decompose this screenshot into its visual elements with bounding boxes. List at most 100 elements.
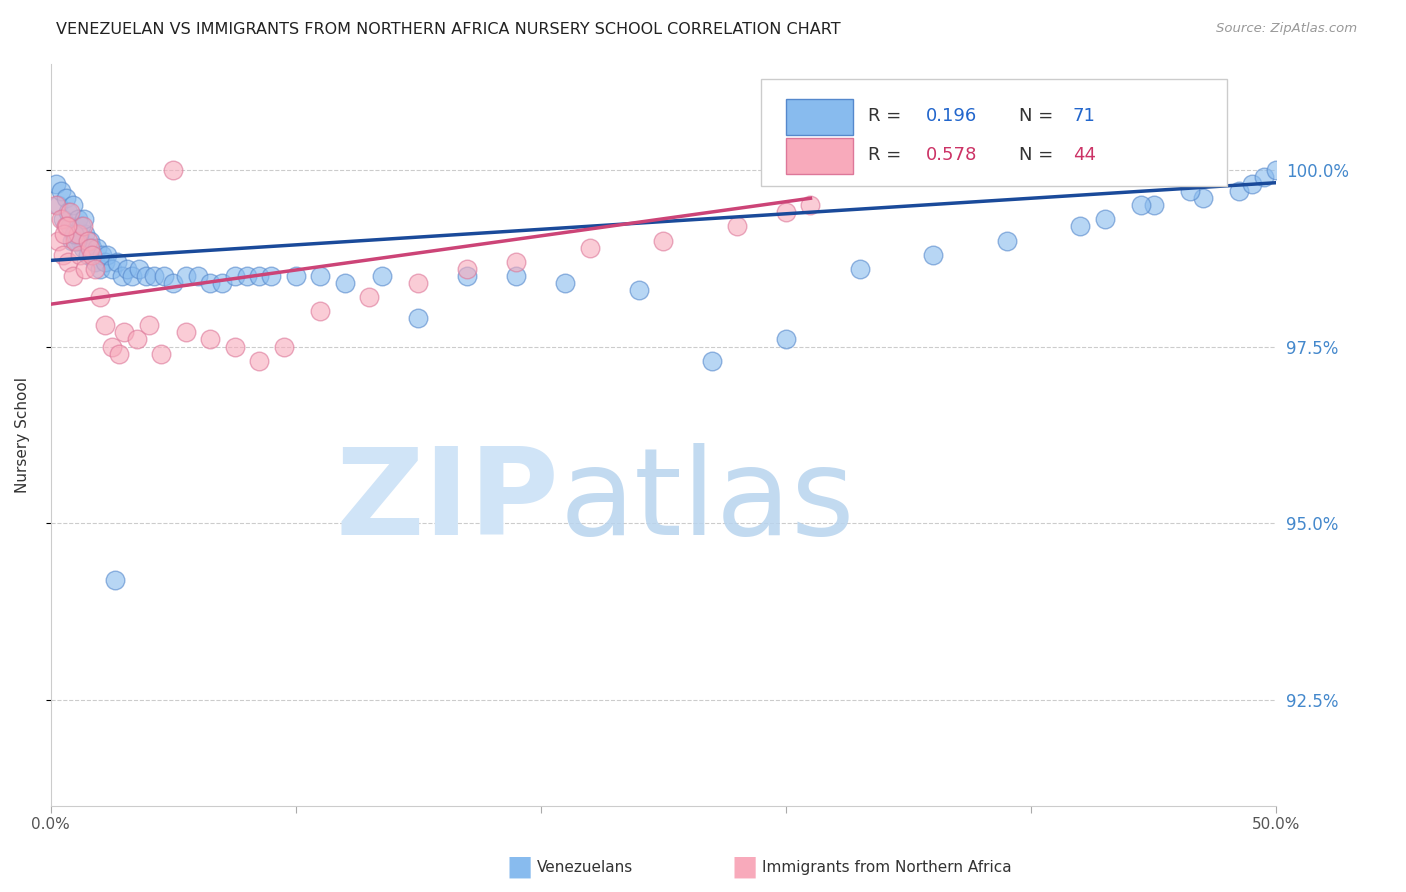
- Point: [1253, 169, 1275, 184]
- Point: [49, 212, 72, 227]
- Point: [456, 261, 478, 276]
- Text: R =: R =: [868, 146, 907, 164]
- Point: [505, 268, 527, 283]
- Text: ZIP: ZIP: [336, 443, 560, 560]
- Point: [93, 255, 115, 269]
- Point: [135, 268, 157, 283]
- Point: [53, 227, 76, 241]
- Point: [848, 261, 870, 276]
- Text: N =: N =: [1019, 146, 1059, 164]
- Point: [101, 340, 124, 354]
- Point: [60, 234, 83, 248]
- Point: [75, 227, 97, 241]
- Point: [62, 268, 84, 283]
- Point: [66, 212, 89, 227]
- Point: [138, 318, 160, 333]
- Point: [187, 268, 209, 283]
- Point: [211, 276, 233, 290]
- Point: [45, 198, 67, 212]
- FancyBboxPatch shape: [762, 78, 1227, 186]
- Point: [799, 198, 821, 212]
- Point: [111, 268, 134, 283]
- Point: [1130, 198, 1153, 212]
- Text: R =: R =: [868, 107, 907, 125]
- Point: [1191, 191, 1213, 205]
- Point: [65, 227, 87, 241]
- Point: [456, 268, 478, 283]
- Point: [115, 261, 138, 276]
- Point: [55, 219, 77, 234]
- Point: [174, 268, 197, 283]
- Point: [408, 276, 430, 290]
- FancyBboxPatch shape: [786, 138, 853, 174]
- Point: [56, 255, 79, 269]
- Point: [1142, 198, 1164, 212]
- Point: [65, 234, 87, 248]
- Point: [775, 205, 797, 219]
- Point: [505, 255, 527, 269]
- Point: [121, 268, 143, 283]
- Point: [652, 234, 675, 248]
- Text: Source: ZipAtlas.com: Source: ZipAtlas.com: [1216, 22, 1357, 36]
- Point: [702, 353, 724, 368]
- Point: [309, 268, 332, 283]
- Point: [86, 241, 108, 255]
- Point: [174, 326, 197, 340]
- Point: [273, 340, 295, 354]
- Text: Immigrants from Northern Africa: Immigrants from Northern Africa: [762, 860, 1012, 874]
- Text: 44: 44: [1073, 146, 1095, 164]
- Point: [775, 333, 797, 347]
- Point: [408, 311, 430, 326]
- Text: ■: ■: [506, 853, 533, 881]
- Point: [49, 184, 72, 198]
- Point: [96, 248, 118, 262]
- Point: [150, 346, 173, 360]
- Point: [52, 212, 75, 227]
- Point: [101, 261, 124, 276]
- Point: [922, 248, 945, 262]
- Point: [627, 283, 650, 297]
- Point: [125, 333, 148, 347]
- Point: [70, 219, 93, 234]
- Point: [89, 261, 111, 276]
- Point: [72, 219, 94, 234]
- Point: [82, 241, 104, 255]
- Point: [79, 241, 101, 255]
- Point: [309, 304, 332, 318]
- Point: [224, 268, 246, 283]
- Point: [67, 227, 90, 241]
- Point: [84, 255, 107, 269]
- Point: [725, 219, 748, 234]
- Point: [112, 326, 135, 340]
- Point: [59, 219, 82, 234]
- Point: [333, 276, 356, 290]
- Point: [247, 353, 270, 368]
- Point: [55, 219, 77, 234]
- Point: [55, 191, 77, 205]
- Point: [65, 234, 87, 248]
- Point: [128, 261, 150, 276]
- Point: [89, 290, 111, 304]
- Point: [162, 276, 184, 290]
- Point: [1227, 184, 1250, 198]
- Point: [142, 268, 165, 283]
- Point: [554, 276, 576, 290]
- Point: [46, 198, 69, 212]
- Point: [1094, 212, 1116, 227]
- Text: VENEZUELAN VS IMMIGRANTS FROM NORTHERN AFRICA NURSERY SCHOOL CORRELATION CHART: VENEZUELAN VS IMMIGRANTS FROM NORTHERN A…: [56, 22, 841, 37]
- Text: ■: ■: [731, 853, 758, 881]
- Point: [152, 268, 174, 283]
- Point: [359, 290, 381, 304]
- Point: [56, 205, 79, 219]
- Point: [1240, 177, 1263, 191]
- Point: [247, 268, 270, 283]
- Point: [62, 198, 84, 212]
- Point: [995, 234, 1018, 248]
- Point: [198, 276, 221, 290]
- Point: [370, 268, 392, 283]
- Point: [162, 163, 184, 178]
- Point: [75, 261, 97, 276]
- Point: [76, 234, 98, 248]
- Point: [69, 234, 91, 248]
- Text: N =: N =: [1019, 107, 1059, 125]
